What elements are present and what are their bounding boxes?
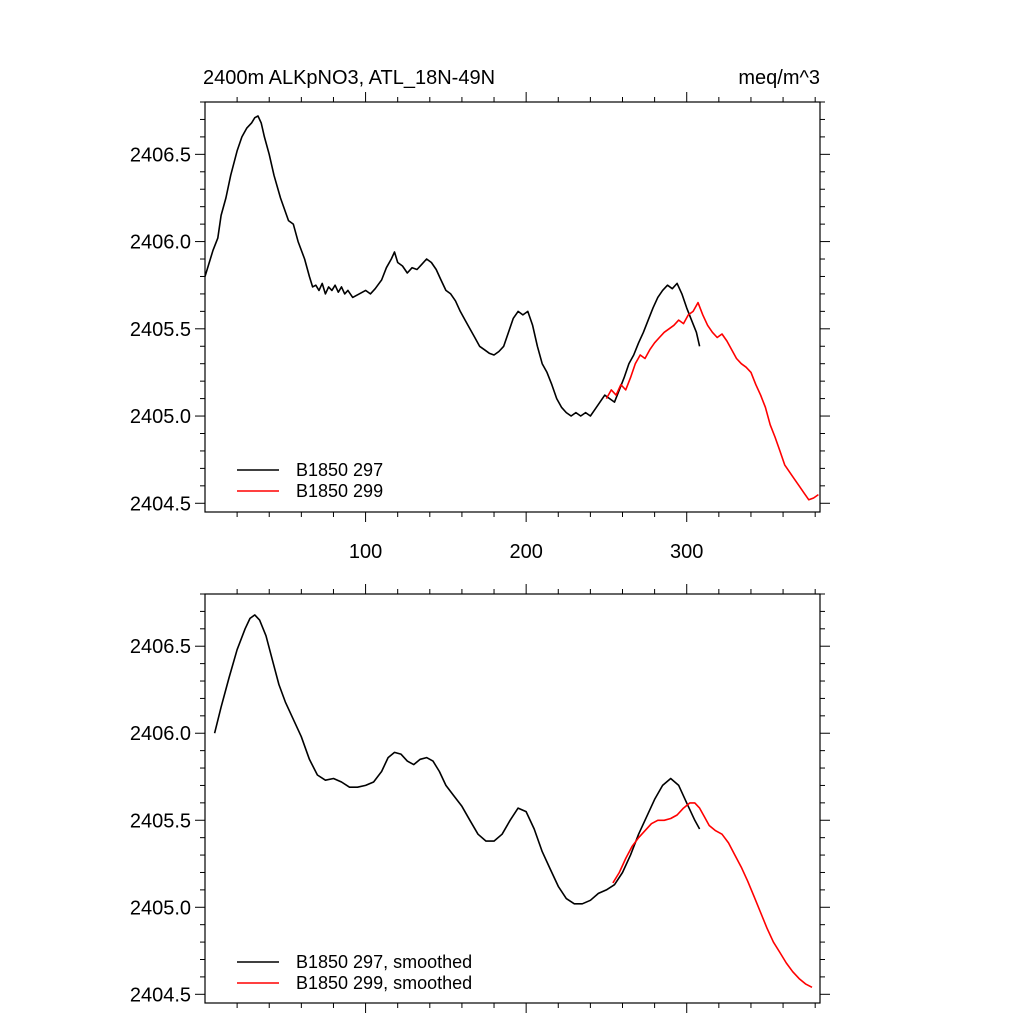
bottom-panel-legend: B1850 297, smoothed B1850 299, smoothed: [237, 952, 472, 993]
legend-label-b1850-297: B1850 297: [296, 460, 383, 480]
bottom-panel: 2404.5 2405.0 2405.5 2406.0 2406.5 B1850 297…: [130, 584, 830, 1013]
y-tick-label: 2405.0: [130, 897, 191, 919]
top-panel-units: meq/m^3: [738, 67, 820, 89]
y-tick-label: 2406.0: [130, 232, 191, 254]
x-tick-label: 100: [349, 541, 382, 563]
top-panel-legend: B1850 297 B1850 299: [237, 460, 383, 501]
x-tick-label: 300: [670, 541, 703, 563]
y-tick-label: 2405.5: [130, 319, 191, 341]
bottom-series-line-b1850-297: [213, 614, 701, 905]
legend-label-b1850-299-smoothed: B1850 299, smoothed: [296, 973, 472, 993]
top-panel-title: 2400m ALKpNO3, ATL_18N-49N: [203, 67, 495, 89]
bottom-panel-series: [213, 614, 813, 989]
y-tick-label: 2404.5: [130, 984, 191, 1006]
legend-label-b1850-297-smoothed: B1850 297, smoothed: [296, 952, 472, 972]
y-tick-label: 2406.0: [130, 723, 191, 745]
y-tick-label: 2405.0: [130, 406, 191, 428]
y-tick-label: 2404.5: [130, 493, 191, 515]
y-tick-label: 2406.5: [130, 144, 191, 166]
top-series-line-b1850-299: [605, 301, 819, 501]
bottom-panel-ticks: 2404.5 2405.0 2405.5 2406.0 2406.5: [130, 584, 830, 1013]
top-panel: 2400m ALKpNO3, ATL_18N-49N meq/m^3 2404.…: [130, 67, 830, 563]
x-tick-label: 200: [509, 541, 542, 563]
y-tick-label: 2405.5: [130, 810, 191, 832]
legend-label-b1850-299: B1850 299: [296, 481, 383, 501]
top-panel-series: [204, 115, 819, 501]
bottom-panel-frame: [204, 593, 821, 1004]
top-panel-ticks: 2404.5 2405.0 2405.5 2406.0 2406.5 100 200 300: [130, 92, 830, 563]
bottom-series-line-b1850-299: [612, 802, 813, 989]
top-panel-frame: [204, 101, 821, 513]
top-series-line-b1850-297: [204, 115, 701, 417]
y-tick-label: 2406.5: [130, 636, 191, 658]
